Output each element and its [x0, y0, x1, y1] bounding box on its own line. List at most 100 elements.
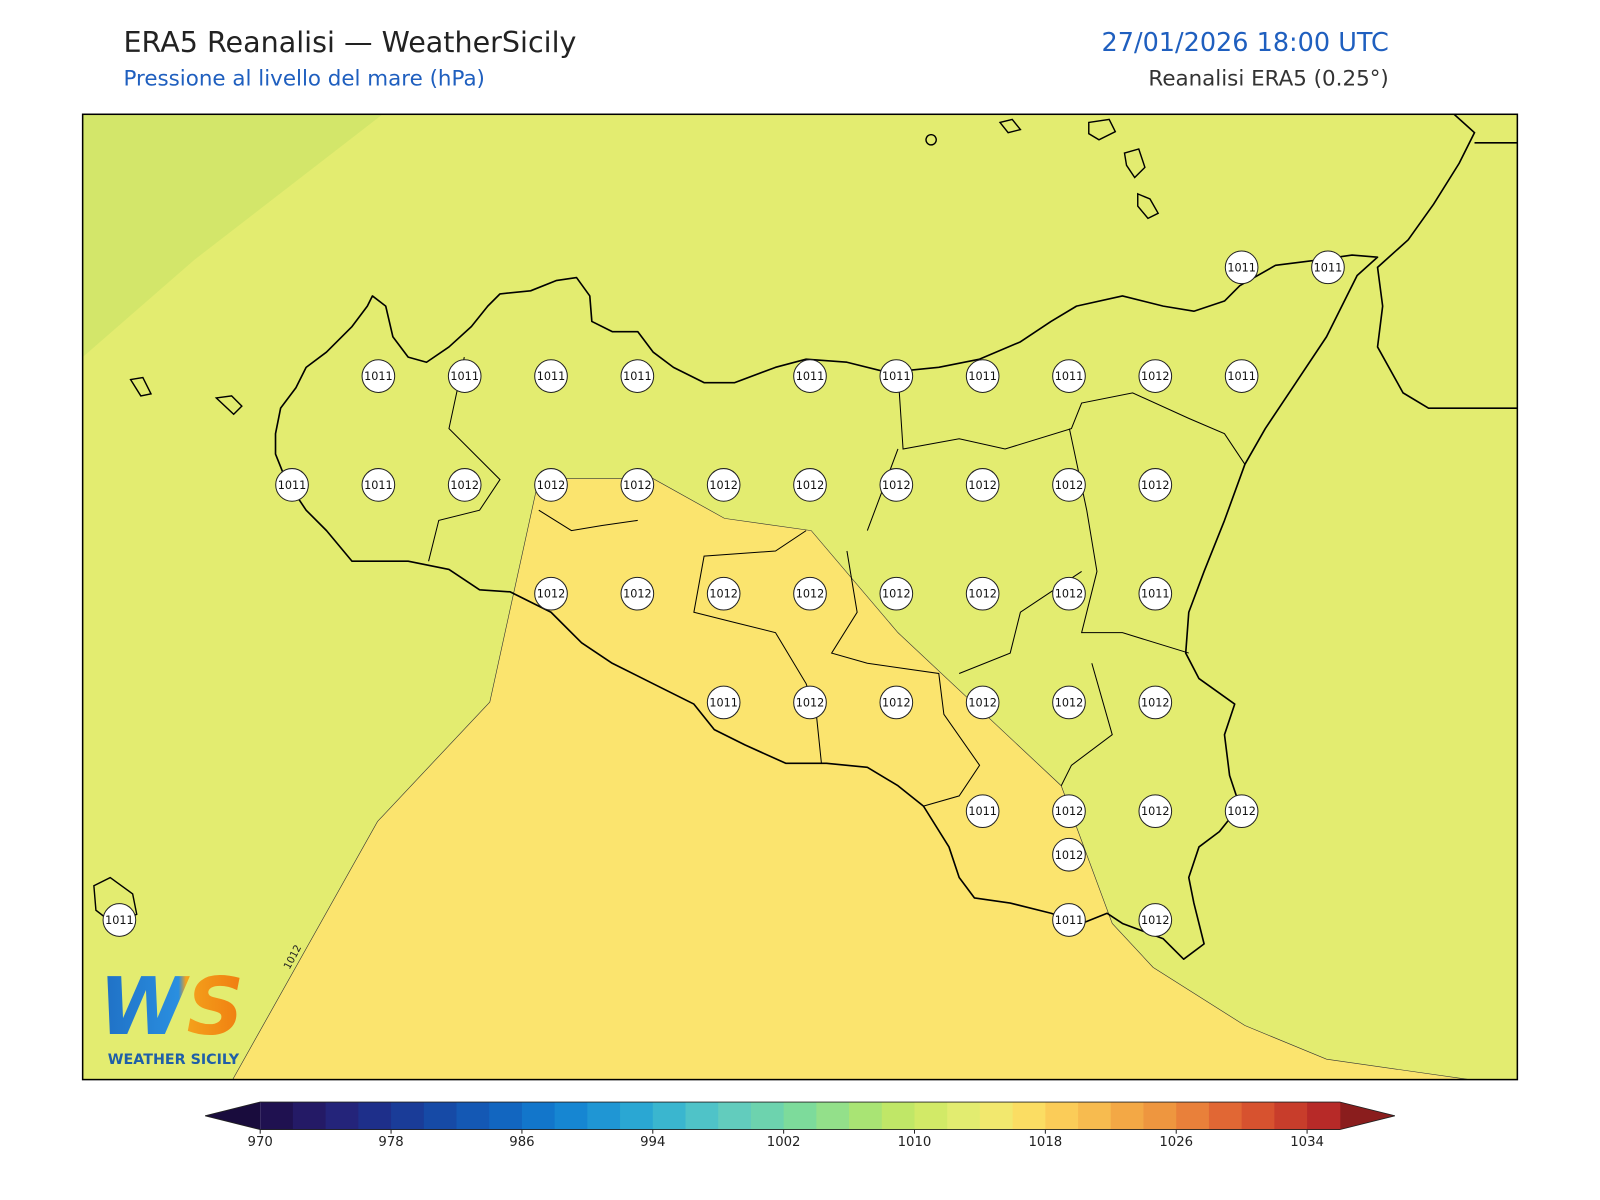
colorbar-segment [1143, 1102, 1177, 1130]
station-marker [534, 468, 568, 502]
station: 1011 [793, 359, 827, 393]
colorbar-segment [816, 1102, 850, 1130]
logo-mark: WS [99, 960, 244, 1053]
station-marker [447, 468, 482, 502]
station: 1012 [1052, 794, 1086, 829]
station: 1011 [534, 359, 568, 393]
station-marker [965, 794, 1000, 829]
title: ERA5 Reanalisi — WeatherSicily [123, 25, 576, 59]
coastline [274, 254, 1379, 961]
station-value: 1012 [968, 479, 997, 492]
station-value: 1012 [1141, 479, 1170, 492]
station: 1011 [965, 794, 1000, 829]
station: 1011 [1224, 359, 1259, 393]
station: 1011 [1138, 576, 1173, 611]
colorbar-segment [1176, 1102, 1210, 1130]
colorbar-tick-label: 970 [248, 1135, 273, 1150]
station-value: 1012 [1141, 805, 1170, 818]
station-value: 1012 [796, 479, 825, 492]
station-marker [965, 576, 1000, 611]
colorbar-segment [685, 1102, 719, 1130]
station-value: 1012 [882, 588, 911, 601]
station-marker [706, 576, 741, 611]
station-marker [102, 903, 137, 937]
station-marker [965, 359, 1000, 393]
subtitle: Pressione al livello del mare (hPa) [123, 67, 484, 92]
station: 1012 [1138, 468, 1173, 502]
colorbar-tick-label: 1026 [1159, 1135, 1193, 1150]
station-marker [1138, 359, 1173, 393]
colorbar-over [1339, 1102, 1395, 1130]
station-value: 1011 [796, 370, 825, 383]
station-marker [879, 359, 914, 393]
station-marker [620, 576, 655, 611]
station-value: 1012 [882, 696, 911, 709]
colorbar-segment [423, 1102, 458, 1130]
station: 1011 [1052, 359, 1086, 393]
station-value: 1011 [882, 370, 911, 383]
station-value: 1011 [1055, 914, 1084, 927]
station-marker [1224, 794, 1259, 829]
colorbar-tick-label: 1002 [767, 1135, 801, 1150]
station: 1012 [706, 576, 741, 611]
colorbar-tick-label: 978 [378, 1135, 403, 1150]
station-value: 1012 [968, 588, 997, 601]
map: 1012 1011 1011 1011 1011 1011 1011 1011 1011 101… [82, 114, 1518, 1080]
colorbar-segment [652, 1102, 687, 1130]
map-frame [81, 113, 1519, 1081]
source: Reanalisi ERA5 (0.25°) [1148, 67, 1388, 92]
station-marker [534, 576, 568, 611]
station: 1011 [361, 468, 396, 502]
station-value: 1012 [882, 479, 911, 492]
colorbar-outline [205, 1101, 1395, 1131]
colorbar-segment [783, 1102, 817, 1130]
colorbar-segment [391, 1102, 425, 1130]
station: 1012 [1052, 837, 1086, 872]
station: 1012 [1138, 359, 1173, 393]
colorbar-segment [1274, 1102, 1308, 1130]
station-value: 1011 [364, 370, 393, 383]
station-value: 1011 [105, 914, 134, 927]
colorbar-segment [1078, 1102, 1112, 1130]
station: 1012 [879, 685, 914, 720]
colorbar-segment [1208, 1102, 1243, 1130]
station-value: 1012 [1141, 914, 1170, 927]
station: 1011 [1224, 250, 1259, 285]
station-value: 1011 [968, 370, 997, 383]
colorbar-segment [1045, 1102, 1079, 1130]
station: 1012 [1138, 903, 1173, 937]
station: 1012 [447, 468, 482, 502]
colorbar-segment [979, 1102, 1014, 1130]
station: 1012 [793, 468, 827, 502]
station-marker [534, 359, 568, 393]
colorbar-tick-label: 1018 [1028, 1135, 1062, 1150]
colorbar-under [205, 1102, 261, 1130]
station-marker [965, 468, 1000, 502]
station-marker [1311, 250, 1345, 285]
colorbar-segment [521, 1102, 556, 1130]
station-marker [1138, 468, 1173, 502]
colorbar-segment [489, 1102, 523, 1130]
colorbar: 970 978 986 994 1002 1010 1018 1026 1034 [205, 1101, 1395, 1150]
station: 1012 [793, 576, 827, 611]
station-value: 1011 [1314, 261, 1343, 274]
station-marker [793, 685, 827, 720]
station: 1012 [965, 468, 1000, 502]
station: 1011 [1311, 250, 1345, 285]
colorbar-segment [1307, 1102, 1341, 1130]
station-marker [879, 468, 914, 502]
station-marker [879, 685, 914, 720]
station: 1012 [1052, 685, 1086, 720]
station-value: 1011 [1055, 370, 1084, 383]
station: 1011 [102, 903, 137, 937]
colorbar-segment [1110, 1102, 1145, 1130]
colorbar-segment [750, 1102, 785, 1130]
station-value: 1011 [1227, 261, 1256, 274]
station-marker [1052, 837, 1086, 872]
colorbar-tick-label: 1034 [1290, 1135, 1324, 1150]
station: 1011 [706, 685, 741, 720]
station-marker [361, 359, 396, 393]
colorbar-segment [554, 1102, 588, 1130]
station: 1012 [620, 468, 655, 502]
station: 1012 [965, 576, 1000, 611]
